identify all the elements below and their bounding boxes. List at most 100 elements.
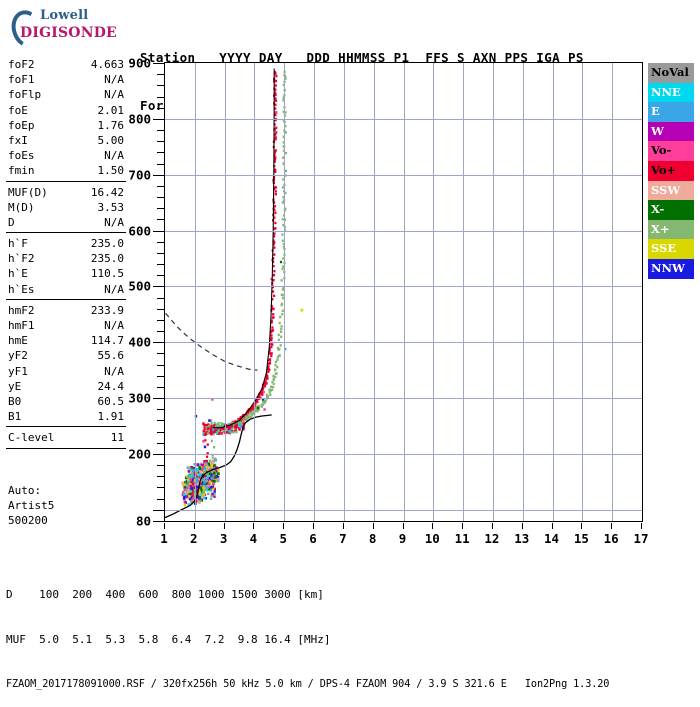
echo-point (204, 476, 207, 479)
echo-point (275, 131, 278, 134)
echo-point (190, 468, 193, 472)
echo-point (276, 358, 279, 362)
y-axis-label: 200 (128, 446, 151, 462)
echo-point (300, 308, 304, 312)
echo-point (193, 463, 196, 466)
echo-point (274, 84, 277, 87)
x-axis-label: 2 (190, 531, 198, 546)
y-axis-tick (153, 521, 164, 522)
legend-item-vo-[interactable]: Vo+ (648, 160, 694, 181)
param-divider (6, 180, 126, 182)
legend-item-sse[interactable]: SSE (648, 239, 694, 259)
echo-point (208, 419, 211, 422)
y-axis-tick (157, 253, 164, 254)
footer-muf-row: MUF 5.0 5.1 5.3 5.8 6.4 7.2 9.8 16.4 [MH… (6, 633, 331, 646)
echo-point (273, 71, 277, 74)
echo-point (210, 424, 213, 428)
x-axis-label: 15 (573, 531, 589, 546)
param-value: 2.01 (97, 103, 125, 117)
gridline-vertical (612, 63, 613, 521)
param-row: hmF1 N/A (6, 318, 126, 333)
echo-point (185, 474, 189, 478)
legend-item-x-[interactable]: X+ (648, 219, 694, 240)
echo-point (189, 497, 192, 501)
echo-point (270, 307, 274, 310)
echo-point (210, 463, 214, 467)
legend-item-w[interactable]: W (648, 121, 694, 142)
legend-item-x-[interactable]: X- (648, 200, 694, 220)
param-value: 114.7 (90, 334, 124, 348)
echo-point (260, 404, 263, 407)
param-key: B1 (8, 410, 22, 424)
echo-point (237, 424, 240, 427)
echo-point (202, 493, 205, 497)
legend-item-ssw[interactable]: SSW (648, 180, 694, 201)
echo-point (223, 423, 226, 426)
echo-point (209, 427, 212, 431)
gridline-horizontal (165, 175, 642, 176)
y-axis-tick (157, 476, 164, 477)
echo-point (268, 358, 272, 361)
echo-point (188, 475, 192, 479)
gridline-horizontal (165, 119, 642, 120)
color-legend[interactable]: NoVal NNE E W Vo- Vo+ SSW X- X+ SSE NNW (648, 63, 694, 279)
echo-point (209, 480, 212, 484)
legend-item-vo-[interactable]: Vo- (648, 141, 694, 161)
echo-point (284, 77, 287, 80)
echo-point (264, 382, 267, 385)
echo-point (213, 490, 216, 493)
echo-point (198, 501, 201, 504)
ionogram-plot[interactable] (164, 62, 643, 522)
echo-point (281, 233, 284, 236)
legend-item-noval[interactable]: NoVal (648, 63, 694, 83)
x-axis-label: 5 (279, 531, 288, 546)
echo-point (273, 227, 276, 230)
echo-point (281, 201, 284, 204)
echo-point (206, 424, 209, 428)
y-axis-tick (157, 331, 164, 332)
echo-point (272, 273, 276, 277)
echo-point (201, 466, 205, 470)
x-axis-label: 1 (160, 531, 168, 546)
echo-point (192, 491, 195, 495)
echo-point (205, 426, 208, 429)
echo-point (269, 393, 272, 397)
y-axis-label: 600 (128, 223, 151, 239)
legend-item-nne[interactable]: NNE (648, 82, 694, 103)
plot-area[interactable] (164, 62, 643, 522)
echo-point (211, 398, 214, 401)
echo-point (278, 321, 281, 325)
param-key: MUF(D) (8, 185, 48, 199)
echo-point (272, 264, 275, 268)
echo-point (209, 489, 213, 492)
echo-point (191, 493, 194, 496)
echo-point (272, 316, 275, 319)
echo-point (280, 279, 283, 282)
legend-item-e[interactable]: E (648, 102, 694, 122)
echo-point (274, 97, 277, 100)
echo-point (272, 243, 275, 246)
param-row: h`E 110.5 (6, 266, 126, 281)
echo-point (260, 405, 264, 408)
echo-point (267, 370, 270, 373)
x-axis-tick (641, 523, 642, 529)
gridline-vertical (463, 63, 464, 521)
echo-point (245, 418, 249, 422)
x-axis-label: 14 (544, 531, 560, 546)
echo-point (242, 427, 245, 431)
x-axis-tick (313, 523, 314, 529)
echo-point (197, 479, 201, 483)
echo-point (189, 484, 193, 488)
echo-point (284, 347, 287, 351)
y-axis-label: 80 (135, 513, 151, 529)
echo-point (201, 492, 204, 496)
echo-point (282, 265, 285, 268)
echo-point (274, 107, 277, 110)
legend-item-nnw[interactable]: NNW (648, 258, 694, 279)
echo-point (238, 427, 241, 430)
echo-point (259, 392, 262, 395)
header-column-titles: Station YYYY DAY DDD HHMMSS P1 FFS S AXN… (140, 50, 584, 65)
param-key: foEs (8, 149, 35, 163)
echo-point (269, 389, 272, 392)
y-axis-tick (157, 409, 164, 410)
